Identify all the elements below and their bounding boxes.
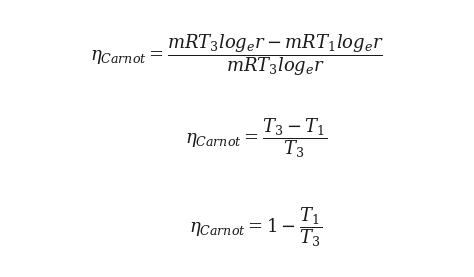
Text: $\eta_{Carnot} = \dfrac{mRT_3log_er - mRT_1log_er}{mRT_3log_er}$: $\eta_{Carnot} = \dfrac{mRT_3log_er - mR… [90, 33, 384, 78]
Text: $\eta_{Carnot} = \dfrac{T_3 - T_1}{T_3}$: $\eta_{Carnot} = \dfrac{T_3 - T_1}{T_3}$ [185, 117, 327, 160]
Text: $\eta_{Carnot} = 1 - \dfrac{T_1}{T_3}$: $\eta_{Carnot} = 1 - \dfrac{T_1}{T_3}$ [190, 205, 322, 249]
